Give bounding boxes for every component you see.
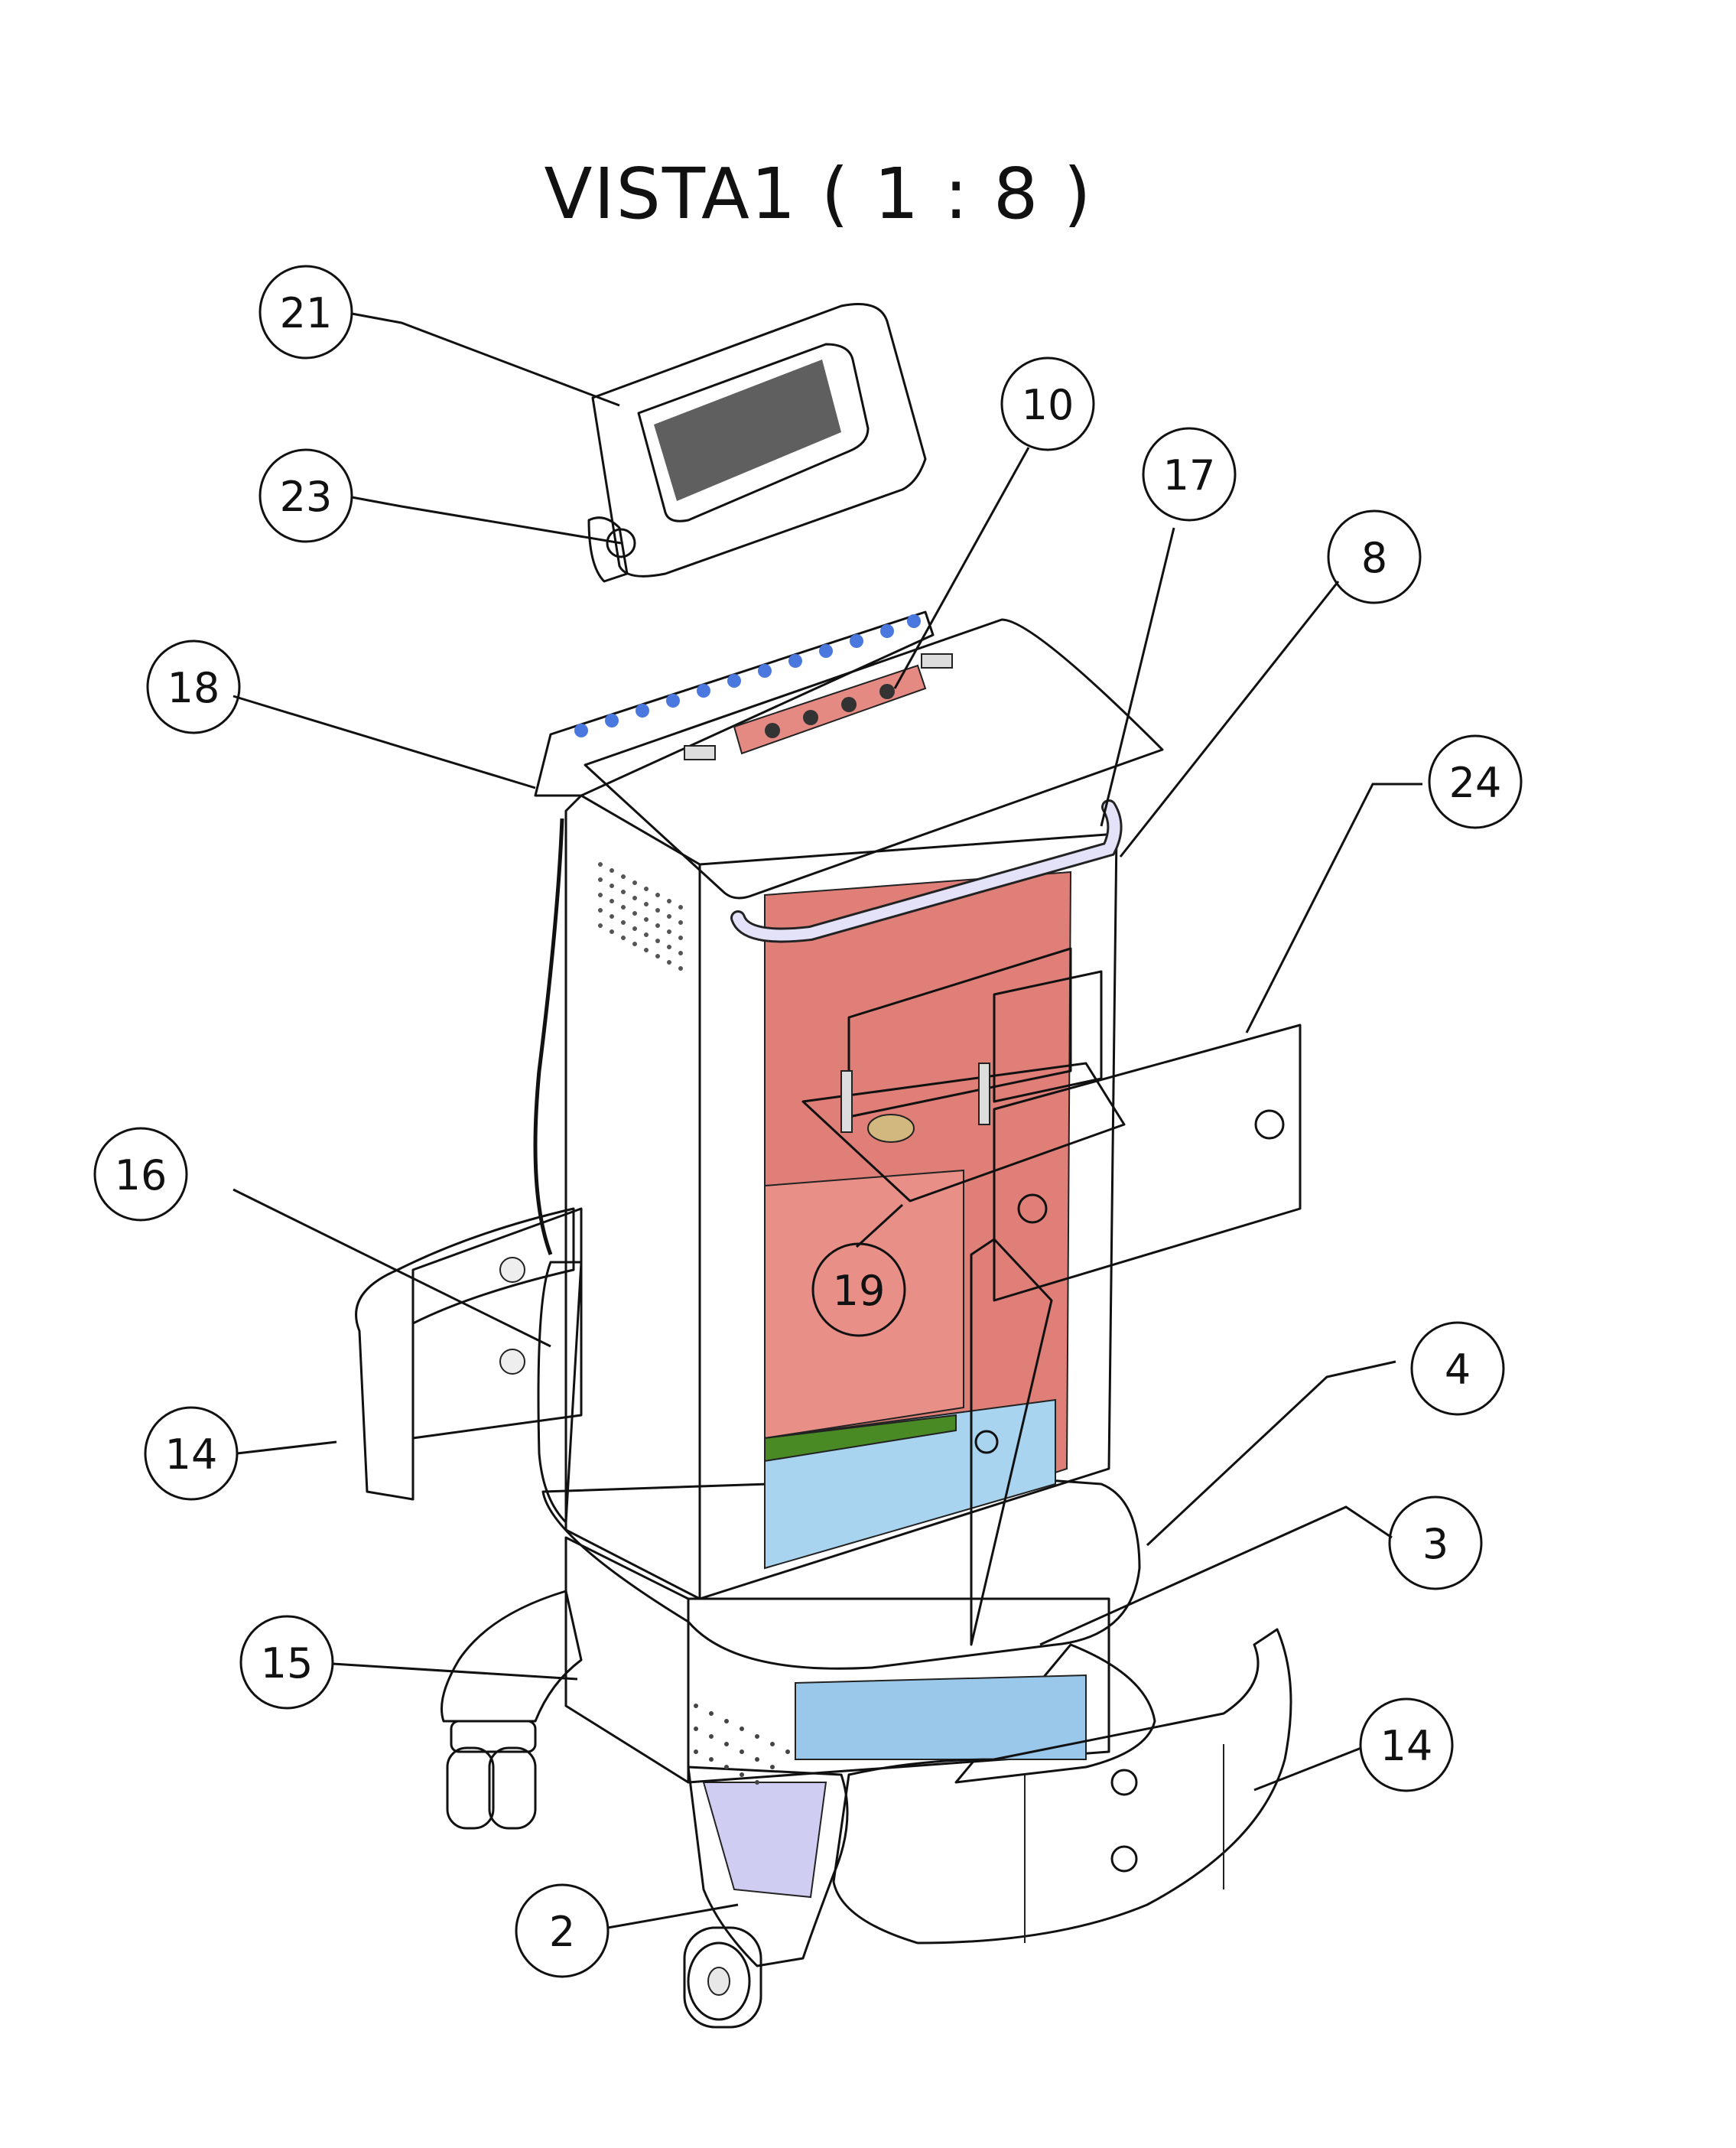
balloon-8: 8 — [1327, 509, 1422, 604]
white-shell-part-14-right — [832, 1628, 1292, 1945]
svg-text:14: 14 — [165, 1430, 218, 1479]
base-part-2 — [441, 1590, 1156, 1967]
purple-support-part-15 — [564, 1536, 1110, 1784]
balloon-3: 3 — [1388, 1495, 1483, 1590]
svg-text:23: 23 — [280, 473, 333, 521]
purple-shell-part-14-left — [355, 1207, 583, 1501]
balloon-16: 16 — [93, 1127, 188, 1222]
handle-rail-part-17 — [730, 799, 1123, 943]
svg-text:19: 19 — [833, 1267, 886, 1315]
svg-text:10: 10 — [1022, 381, 1074, 429]
monitor-knob-part-23 — [606, 528, 636, 558]
connector-bar-part-18 — [534, 610, 935, 797]
balloon-4: 4 — [1410, 1321, 1505, 1416]
balloon-21: 21 — [258, 265, 353, 360]
svg-text:24: 24 — [1449, 759, 1502, 807]
leader-lines — [232, 312, 1422, 1929]
white-cylinder-shell — [537, 1261, 583, 1524]
balloon-15: 15 — [239, 1615, 334, 1710]
svg-text:21: 21 — [280, 289, 333, 337]
view-title: VISTA1 ( 1 : 8 ) — [544, 153, 1093, 235]
balloon-18: 18 — [146, 640, 241, 734]
perforated-panel — [694, 1704, 790, 1785]
balloon-14-left: 14 — [144, 1406, 239, 1501]
cable — [533, 818, 564, 1255]
svg-text:15: 15 — [261, 1639, 314, 1687]
svg-text:16: 16 — [115, 1151, 167, 1199]
top-panel — [584, 618, 1164, 900]
balloon-19: 19 — [811, 1242, 906, 1337]
svg-text:3: 3 — [1422, 1520, 1448, 1568]
balloon-23: 23 — [258, 448, 353, 543]
balloon-14-right: 14 — [1359, 1697, 1454, 1792]
caster-wheel-front — [683, 1926, 762, 2029]
display-monitor-part-21 — [587, 303, 927, 583]
blue-shelf-part-19 — [801, 1062, 1126, 1203]
vent-grille — [598, 862, 683, 971]
green-base-plate-part-4 — [541, 1475, 1141, 1670]
door-panel-part-24 — [970, 1024, 1302, 1646]
cabinet-body — [564, 794, 1118, 1600]
balloon-17: 17 — [1142, 427, 1237, 522]
svg-text:8: 8 — [1361, 534, 1387, 582]
svg-text:4: 4 — [1445, 1346, 1471, 1394]
balloon-10: 10 — [1000, 356, 1095, 451]
svg-text:18: 18 — [167, 664, 220, 712]
svg-text:17: 17 — [1163, 451, 1216, 500]
caster-wheel-left — [446, 1720, 537, 1830]
balloon-24: 24 — [1428, 734, 1523, 829]
svg-text:14: 14 — [1380, 1722, 1433, 1770]
svg-text:2: 2 — [549, 1908, 575, 1956]
balloon-2: 2 — [515, 1883, 610, 1978]
